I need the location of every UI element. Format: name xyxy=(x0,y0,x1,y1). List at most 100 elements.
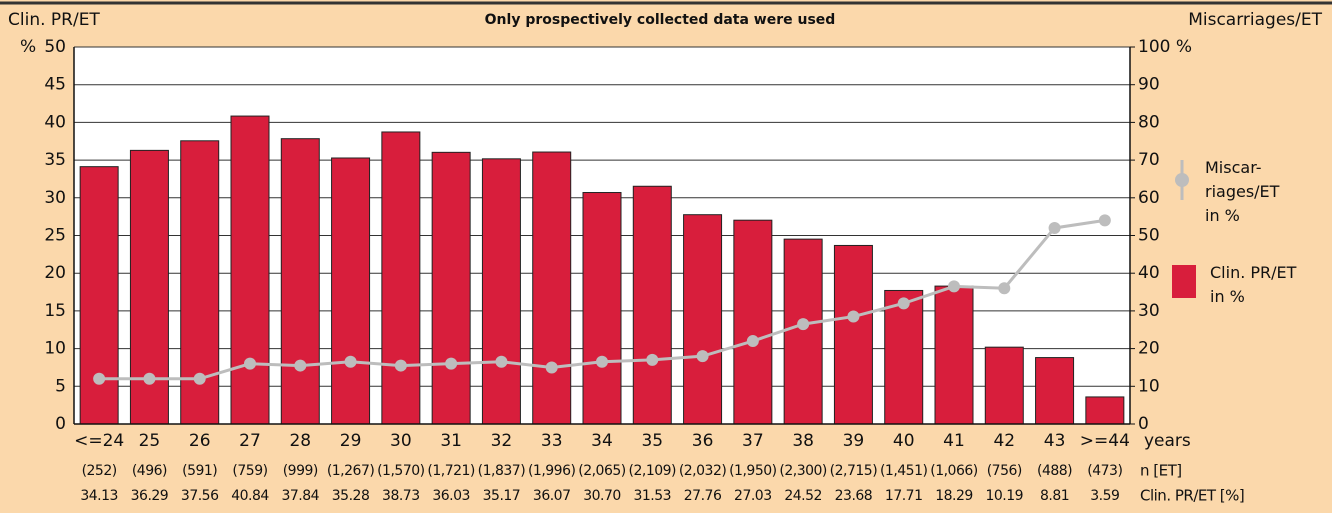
y2-tick-label: 0 xyxy=(1138,414,1149,434)
x-tick-label: 32 xyxy=(491,431,513,451)
value-label: 35.17 xyxy=(483,488,521,504)
x-tick-label: 40 xyxy=(893,431,915,451)
x-tick-label: 33 xyxy=(541,431,563,451)
x-tick-label: 30 xyxy=(390,431,412,451)
bar xyxy=(1035,357,1075,425)
y-tick-label: 30 xyxy=(44,188,66,208)
x-tick-label: 41 xyxy=(943,431,965,451)
bar xyxy=(481,158,521,425)
line-point xyxy=(294,359,307,372)
x-tick-label: 31 xyxy=(440,431,462,451)
y2-tick-label: 40 xyxy=(1138,263,1160,283)
bar xyxy=(934,285,974,425)
value-label: 23.68 xyxy=(835,488,873,504)
value-label: 18.29 xyxy=(935,488,973,504)
legend-label: Clin. PR/ET in % xyxy=(1210,263,1297,306)
legend-swatch xyxy=(1172,265,1196,298)
y-tick-label: 15 xyxy=(44,301,66,321)
n-label: (2,109) xyxy=(629,463,677,479)
line-point xyxy=(445,357,458,370)
n-label: (488) xyxy=(1037,463,1072,479)
y2-tick-label: 100 % xyxy=(1138,37,1192,57)
n-label: (1,721) xyxy=(427,463,475,479)
y-tick-label: 40 xyxy=(44,112,66,132)
n-label: (759) xyxy=(232,463,267,479)
bar xyxy=(783,238,823,425)
y2-tick-label: 70 xyxy=(1138,150,1160,170)
x-tick-label: 42 xyxy=(993,431,1015,451)
x-tick-label: 43 xyxy=(1044,431,1066,451)
bar xyxy=(431,151,471,425)
n-label: (2,715) xyxy=(830,463,878,479)
x-tick-label: 36 xyxy=(692,431,714,451)
y-axis-label: Clin. PR/ET xyxy=(8,10,100,30)
line-point xyxy=(1098,214,1111,227)
line-point xyxy=(495,355,508,368)
bar xyxy=(582,192,622,425)
value-label: 40.84 xyxy=(231,488,269,504)
value-label: 36.07 xyxy=(533,488,571,504)
x-tick-label: 37 xyxy=(742,431,764,451)
line-point xyxy=(193,372,206,385)
bar xyxy=(79,166,119,425)
value-label: 10.19 xyxy=(985,488,1023,504)
line-point xyxy=(897,297,910,310)
n-label: (756) xyxy=(987,463,1022,479)
x-tick-label: 35 xyxy=(641,431,663,451)
x-tick-label: 34 xyxy=(591,431,613,451)
line-point xyxy=(394,359,407,372)
y-tick-label: 45 xyxy=(44,75,66,95)
x-tick-label: 27 xyxy=(239,431,261,451)
x-tick-label: 28 xyxy=(289,431,311,451)
line-point xyxy=(998,282,1011,295)
bar xyxy=(532,151,572,425)
bar xyxy=(683,214,723,425)
line-point xyxy=(646,353,659,366)
n-label: (591) xyxy=(182,463,217,479)
line-point xyxy=(797,318,810,331)
value-label: 37.84 xyxy=(281,488,319,504)
x-tick-label: >=44 xyxy=(1080,431,1130,451)
x-tick-label: 38 xyxy=(792,431,814,451)
bar xyxy=(230,115,270,425)
value-label: 27.76 xyxy=(684,488,722,504)
value-label: 30.70 xyxy=(583,488,621,504)
bar xyxy=(632,185,672,425)
legend-label: Miscar- riages/ET in % xyxy=(1205,158,1280,225)
line-point xyxy=(596,355,608,368)
line-point xyxy=(545,361,558,374)
line-point xyxy=(93,372,106,385)
line-point xyxy=(696,350,709,363)
value-label: 8.81 xyxy=(1040,488,1069,504)
y2-tick-label: 50 xyxy=(1138,226,1160,246)
n-label: (1,451) xyxy=(880,463,928,479)
bar xyxy=(1085,396,1125,425)
bar xyxy=(733,219,773,425)
y2-axis-label: Miscarriages/ET xyxy=(1188,10,1322,30)
y2-tick-label: 80 xyxy=(1138,112,1160,132)
value-label: 31.53 xyxy=(633,488,671,504)
n-label: (473) xyxy=(1087,463,1122,479)
legend-swatch xyxy=(1175,173,1189,187)
n-label: (1,837) xyxy=(478,463,526,479)
x-axis-label: years xyxy=(1144,431,1191,451)
y2-tick-label: 90 xyxy=(1138,75,1160,95)
y-tick-label: 0 xyxy=(55,414,66,434)
line-point xyxy=(344,355,357,368)
n-label: (2,032) xyxy=(679,463,727,479)
y-tick-label: 20 xyxy=(44,263,66,283)
n-label: (1,950) xyxy=(729,463,777,479)
value-label: 36.03 xyxy=(432,488,470,504)
n-label: (1,570) xyxy=(377,463,425,479)
line-point xyxy=(244,357,256,370)
bar xyxy=(331,157,371,425)
n-label: (2,300) xyxy=(779,463,827,479)
value-label: 3.59 xyxy=(1090,488,1119,504)
x-tick-label: 39 xyxy=(843,431,865,451)
value-label: 38.73 xyxy=(382,488,420,504)
y2-tick-label: 60 xyxy=(1138,188,1160,208)
line-point xyxy=(847,310,860,323)
n-row-label: n [ET] xyxy=(1140,462,1182,480)
line-point xyxy=(948,280,960,293)
